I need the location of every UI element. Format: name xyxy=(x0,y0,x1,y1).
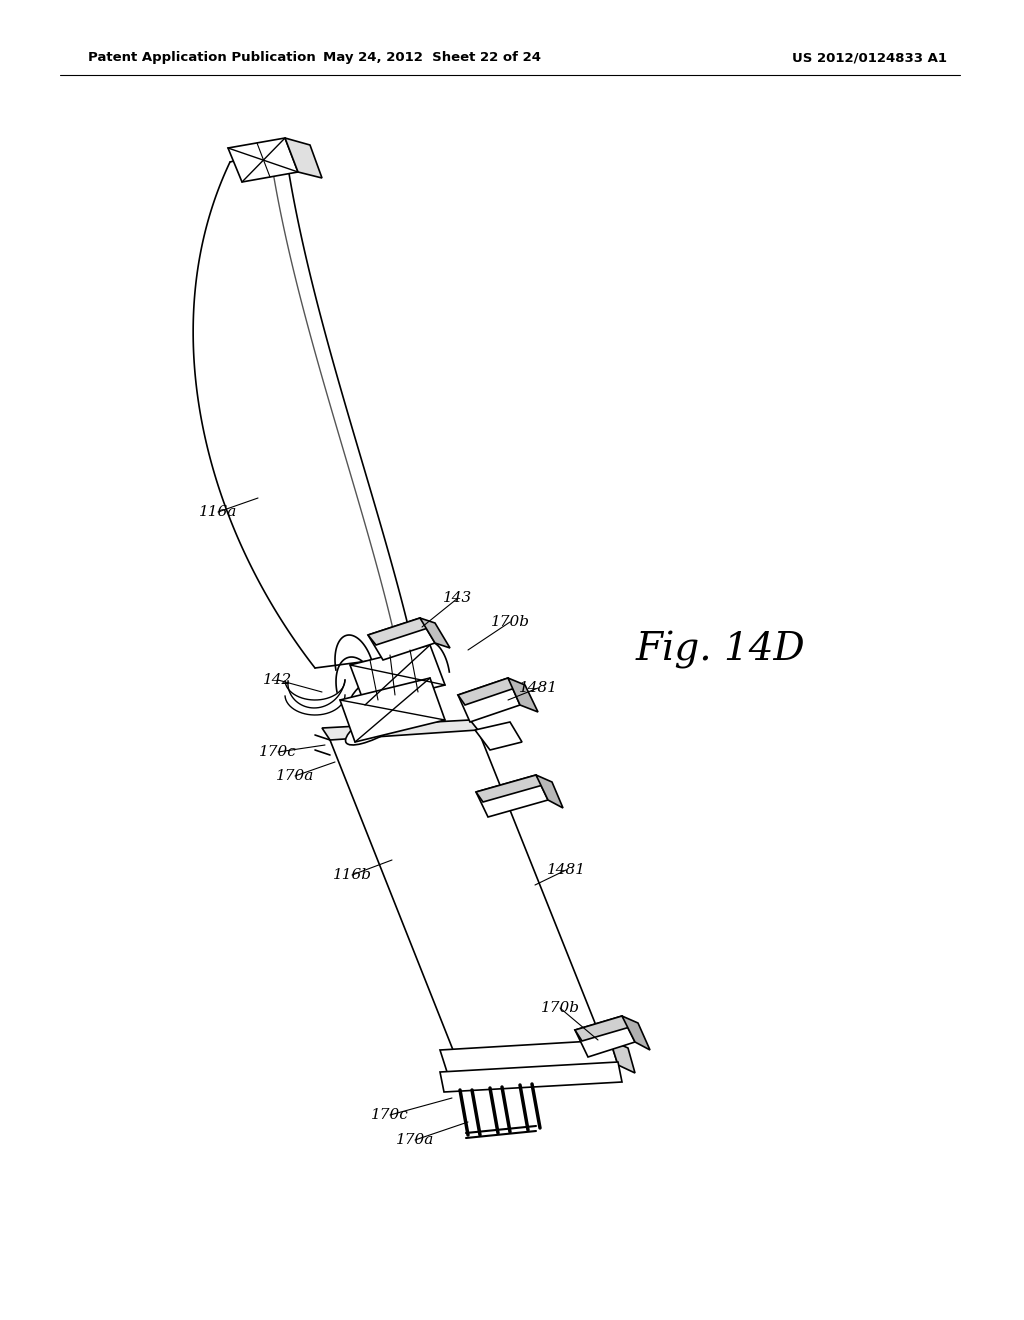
Text: 170a: 170a xyxy=(396,1133,434,1147)
Polygon shape xyxy=(476,775,543,803)
Text: 170b: 170b xyxy=(490,615,529,630)
Text: Fig. 14D: Fig. 14D xyxy=(635,631,805,669)
Polygon shape xyxy=(458,678,520,722)
Polygon shape xyxy=(475,722,522,750)
Text: 116a: 116a xyxy=(199,506,238,519)
Text: 170b: 170b xyxy=(541,1001,580,1015)
Polygon shape xyxy=(368,618,435,660)
Text: 116b: 116b xyxy=(333,869,372,882)
Text: 1481: 1481 xyxy=(547,863,586,876)
Polygon shape xyxy=(330,730,605,1055)
Text: Patent Application Publication: Patent Application Publication xyxy=(88,51,315,65)
Ellipse shape xyxy=(350,655,429,705)
Polygon shape xyxy=(194,148,415,668)
Polygon shape xyxy=(575,1016,635,1057)
Text: 1481: 1481 xyxy=(518,681,557,696)
Ellipse shape xyxy=(345,696,425,744)
Text: 170c: 170c xyxy=(259,744,297,759)
Polygon shape xyxy=(508,678,538,711)
Text: May 24, 2012  Sheet 22 of 24: May 24, 2012 Sheet 22 of 24 xyxy=(323,51,541,65)
Polygon shape xyxy=(350,645,445,705)
Polygon shape xyxy=(322,719,478,741)
Polygon shape xyxy=(458,678,515,705)
Polygon shape xyxy=(228,139,298,182)
Polygon shape xyxy=(610,1040,635,1073)
Polygon shape xyxy=(476,775,548,817)
Text: 142: 142 xyxy=(263,673,293,686)
Polygon shape xyxy=(536,775,563,808)
Polygon shape xyxy=(440,1063,622,1092)
Polygon shape xyxy=(575,1016,630,1041)
Polygon shape xyxy=(368,618,428,645)
Polygon shape xyxy=(440,1040,618,1074)
Text: 143: 143 xyxy=(443,591,473,605)
Polygon shape xyxy=(420,618,450,648)
Polygon shape xyxy=(622,1016,650,1049)
Text: 170c: 170c xyxy=(371,1107,409,1122)
Text: US 2012/0124833 A1: US 2012/0124833 A1 xyxy=(793,51,947,65)
Polygon shape xyxy=(340,678,445,742)
Text: 170a: 170a xyxy=(275,770,314,783)
Polygon shape xyxy=(285,139,322,178)
